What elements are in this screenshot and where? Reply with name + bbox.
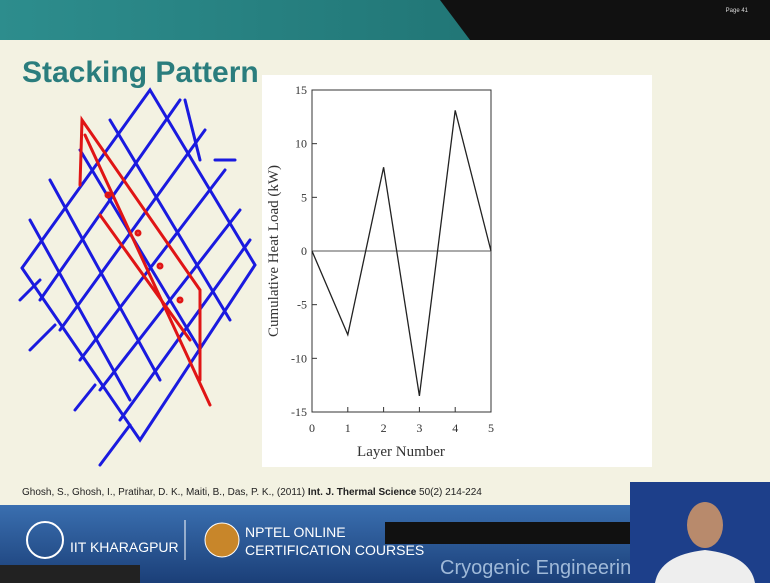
footer-institute: IIT KHARAGPUR	[70, 539, 179, 555]
x-tick-label: 4	[452, 421, 458, 435]
nptel-logo	[205, 523, 239, 557]
footer-nptel-1: NPTEL ONLINE	[245, 524, 346, 540]
citation-volume: 50(2) 214-224	[419, 487, 482, 498]
x-tick-label: 1	[345, 421, 351, 435]
x-tick-label: 5	[488, 421, 494, 435]
citation-journal: Int. J. Thermal Science	[308, 487, 417, 498]
page-label: Page 41	[726, 8, 749, 14]
x-tick-label: 3	[416, 421, 422, 435]
citation-authors: Ghosh, S., Ghosh, I., Pratihar, D. K., M…	[22, 487, 305, 498]
slide-title: Stacking Pattern	[22, 56, 259, 89]
footer-course: Cryogenic Engineering C	[440, 557, 662, 579]
footer-nptel-2: CERTIFICATION COURSES	[245, 542, 424, 558]
y-tick-label: -15	[291, 405, 307, 419]
x-tick-label: 2	[381, 421, 387, 435]
x-tick-label: 0	[309, 421, 315, 435]
top-bar-dark	[440, 0, 770, 40]
y-tick-label: 0	[301, 244, 307, 258]
y-tick-label: 5	[301, 190, 307, 204]
screen: Page 41 Stacking Pattern Layer Number Cu…	[0, 0, 770, 583]
annotation-toolbar[interactable]	[385, 522, 630, 544]
y-tick-label: -10	[291, 351, 307, 365]
presenter-head	[687, 502, 723, 548]
x-axis-label: Layer Number	[357, 444, 445, 460]
y-tick-label: 15	[295, 83, 307, 97]
y-axis-label: Cumulative Heat Load (kW)	[266, 165, 282, 337]
y-tick-label: -5	[297, 298, 307, 312]
citation: Ghosh, S., Ghosh, I., Pratihar, D. K., M…	[22, 487, 482, 498]
y-tick-label: 10	[295, 137, 307, 151]
page: {"page_label": "Page 41", "slide_title":…	[0, 0, 770, 583]
taskbar	[0, 565, 140, 583]
